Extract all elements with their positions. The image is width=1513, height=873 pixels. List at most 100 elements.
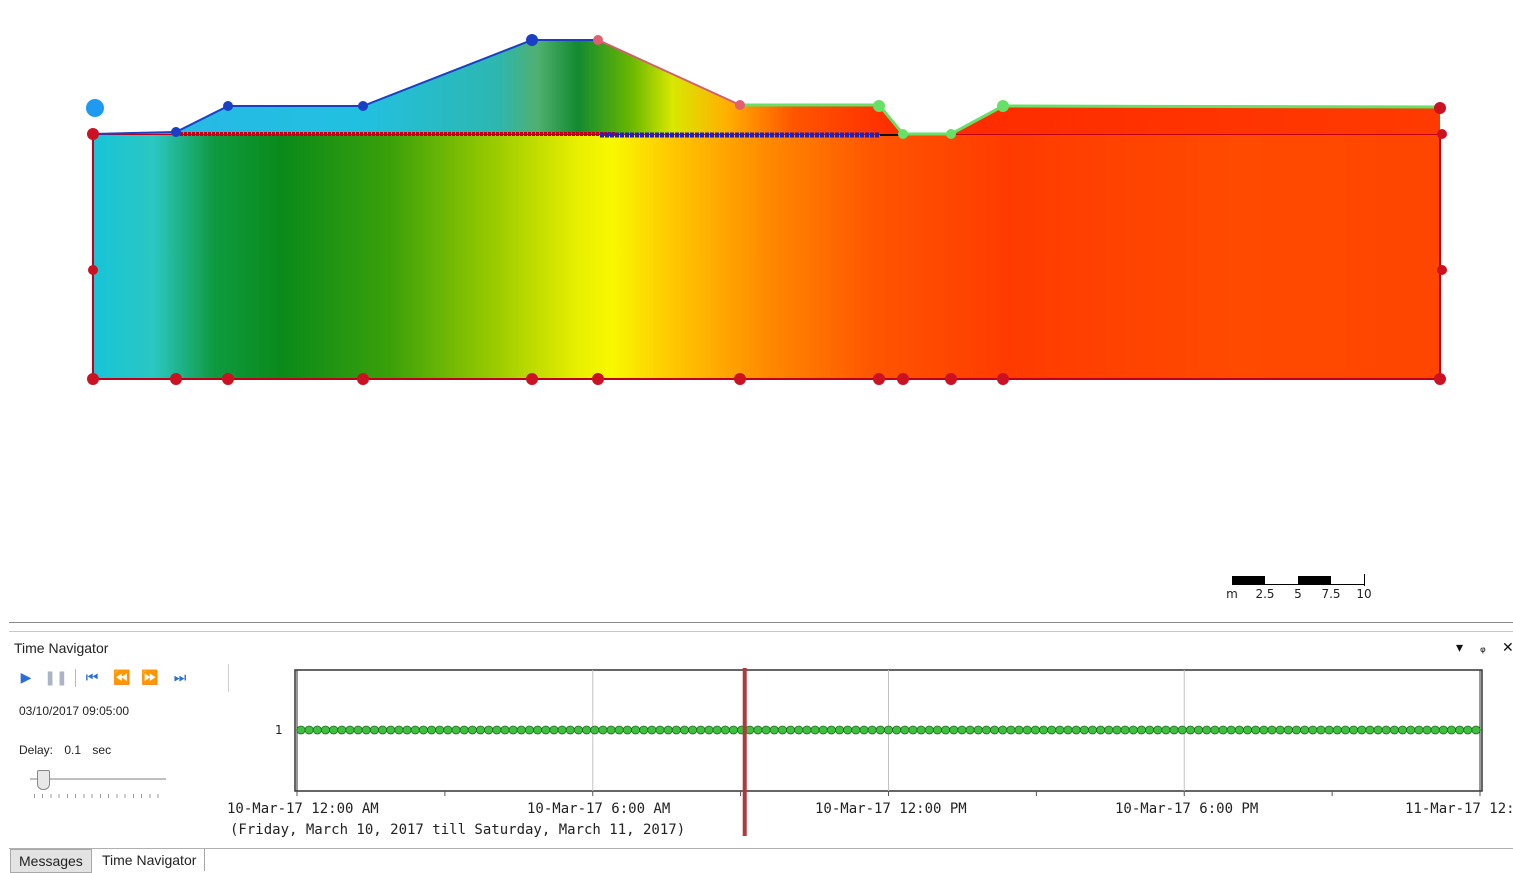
- timeline-step-marker[interactable]: [728, 725, 739, 735]
- timeline-step-marker[interactable]: [663, 725, 673, 735]
- timeline-step-marker[interactable]: [492, 725, 502, 735]
- timeline-step-marker[interactable]: [565, 725, 575, 735]
- timeline-step-marker[interactable]: [1242, 725, 1253, 735]
- timeline-step-marker[interactable]: [639, 725, 649, 735]
- timeline-step-marker[interactable]: [826, 725, 836, 735]
- timeline-step-marker[interactable]: [1283, 725, 1293, 735]
- timeline-step-marker[interactable]: [549, 725, 559, 735]
- timeline-step-marker[interactable]: [802, 725, 812, 735]
- timeline-step-marker[interactable]: [1455, 725, 1465, 735]
- timeline-step-marker[interactable]: [1438, 725, 1448, 735]
- model-viewport[interactable]: m 2.5 5 7.5 10: [0, 0, 1513, 628]
- timeline-step-marker[interactable]: [1463, 725, 1473, 735]
- timeline-step-marker[interactable]: [769, 725, 779, 735]
- timeline-step-marker[interactable]: [1406, 725, 1416, 735]
- timeline-step-marker[interactable]: [361, 725, 371, 735]
- slider-track[interactable]: [30, 778, 166, 780]
- timeline-step-marker[interactable]: [1300, 725, 1310, 735]
- step-back-icon[interactable]: ⏪: [113, 670, 131, 686]
- timeline-step-marker[interactable]: [1153, 725, 1163, 735]
- timeline-step-marker[interactable]: [753, 725, 763, 735]
- timeline-step-marker[interactable]: [916, 725, 926, 735]
- timeline-step-marker[interactable]: [949, 725, 959, 735]
- timeline-step-marker[interactable]: [1316, 725, 1326, 735]
- timeline-step-marker[interactable]: [1218, 725, 1228, 735]
- timeline-step-marker[interactable]: [843, 725, 853, 735]
- timeline-step-marker[interactable]: [1112, 725, 1122, 735]
- play-icon[interactable]: ▶: [20, 670, 32, 686]
- timeline-step-marker[interactable]: [1014, 725, 1024, 735]
- timeline-step-marker[interactable]: [720, 725, 730, 735]
- timeline-step-marker[interactable]: [508, 725, 518, 735]
- timeline-step-marker[interactable]: [1087, 725, 1098, 735]
- timeline-step-marker[interactable]: [410, 725, 420, 735]
- timeline-step-marker[interactable]: [777, 725, 788, 735]
- timeline-step-marker[interactable]: [965, 725, 975, 735]
- timeline-step-marker[interactable]: [557, 725, 567, 735]
- timeline-step-marker[interactable]: [1275, 725, 1285, 735]
- timeline-step-marker[interactable]: [1030, 725, 1040, 735]
- timeline-step-marker[interactable]: [1210, 725, 1220, 735]
- timeline-step-marker[interactable]: [386, 725, 396, 735]
- timeline-step-marker[interactable]: [875, 725, 885, 735]
- timeline-step-marker[interactable]: [973, 725, 983, 735]
- timeline-step-marker[interactable]: [369, 725, 380, 735]
- timeline-step-marker[interactable]: [353, 725, 363, 735]
- timeline-step-marker[interactable]: [475, 725, 486, 735]
- timeline-step-marker[interactable]: [785, 725, 796, 735]
- timeline-step-marker[interactable]: [900, 725, 910, 735]
- timeline-step-marker[interactable]: [998, 725, 1008, 735]
- slider-thumb[interactable]: [37, 770, 50, 790]
- timeline-step-marker[interactable]: [761, 725, 771, 735]
- timeline-step-marker[interactable]: [1446, 725, 1457, 735]
- timeline-step-marker[interactable]: [1120, 725, 1130, 735]
- timeline-step-marker[interactable]: [1193, 725, 1204, 735]
- timeline-step-marker[interactable]: [957, 725, 967, 735]
- delay-slider[interactable]: [30, 770, 170, 800]
- timeline-step-marker[interactable]: [1038, 725, 1049, 735]
- timeline-step-marker[interactable]: [851, 725, 861, 735]
- timeline-step-marker[interactable]: [533, 725, 543, 735]
- timeline-step-marker[interactable]: [467, 725, 477, 735]
- seepage-model-canvas[interactable]: [0, 0, 1513, 628]
- timeline-step-marker[interactable]: [924, 725, 934, 735]
- timeline-step-marker[interactable]: [541, 725, 551, 735]
- upstream-nodes[interactable]: [171, 34, 538, 137]
- timeline-step-marker[interactable]: [1349, 725, 1359, 735]
- timeline-step-marker[interactable]: [1422, 725, 1432, 735]
- timeline-step-marker[interactable]: [712, 725, 722, 735]
- timeline-step-marker[interactable]: [989, 725, 1000, 735]
- timeline-step-marker[interactable]: [1055, 725, 1065, 735]
- timeline-step-marker[interactable]: [1267, 725, 1277, 735]
- timeline-step-marker[interactable]: [1226, 725, 1236, 735]
- water-level-node[interactable]: [86, 99, 104, 117]
- timeline-step-marker[interactable]: [1145, 725, 1155, 735]
- timeline-step-marker[interactable]: [1161, 725, 1171, 735]
- timeline-step-marker[interactable]: [630, 725, 641, 735]
- timeline-step-marker[interactable]: [484, 725, 494, 735]
- timeline-step-marker[interactable]: [1136, 725, 1147, 735]
- step-forward-icon[interactable]: ⏩: [141, 670, 159, 686]
- timeline-step-marker[interactable]: [810, 725, 820, 735]
- timeline-step-marker[interactable]: [908, 725, 918, 735]
- timeline-step-marker[interactable]: [1063, 725, 1073, 735]
- timeline-step-marker[interactable]: [418, 725, 428, 735]
- timeline-step-marker[interactable]: [435, 725, 445, 735]
- timeline-step-marker[interactable]: [1071, 725, 1081, 735]
- timeline-step-marker[interactable]: [329, 725, 339, 735]
- timeline-step-marker[interactable]: [941, 725, 951, 735]
- panel-menu-icon[interactable]: ▾: [1456, 640, 1464, 656]
- timeline-step-marker[interactable]: [1251, 725, 1261, 735]
- timeline-step-marker[interactable]: [573, 725, 584, 735]
- timeline-chart[interactable]: [226, 668, 1513, 844]
- timeline-step-marker[interactable]: [590, 725, 600, 735]
- timeline-step-marker[interactable]: [745, 725, 755, 735]
- tab-messages[interactable]: Messages: [10, 849, 92, 873]
- current-time-marker[interactable]: [742, 668, 747, 836]
- seepage-nodes[interactable]: [873, 100, 1009, 139]
- timeline-step-marker[interactable]: [312, 725, 322, 735]
- timeline-step-marker[interactable]: [932, 725, 943, 735]
- timeline-step-marker[interactable]: [337, 725, 347, 735]
- timeline-step-marker[interactable]: [1177, 725, 1187, 735]
- timeline-step-marker[interactable]: [1414, 725, 1424, 735]
